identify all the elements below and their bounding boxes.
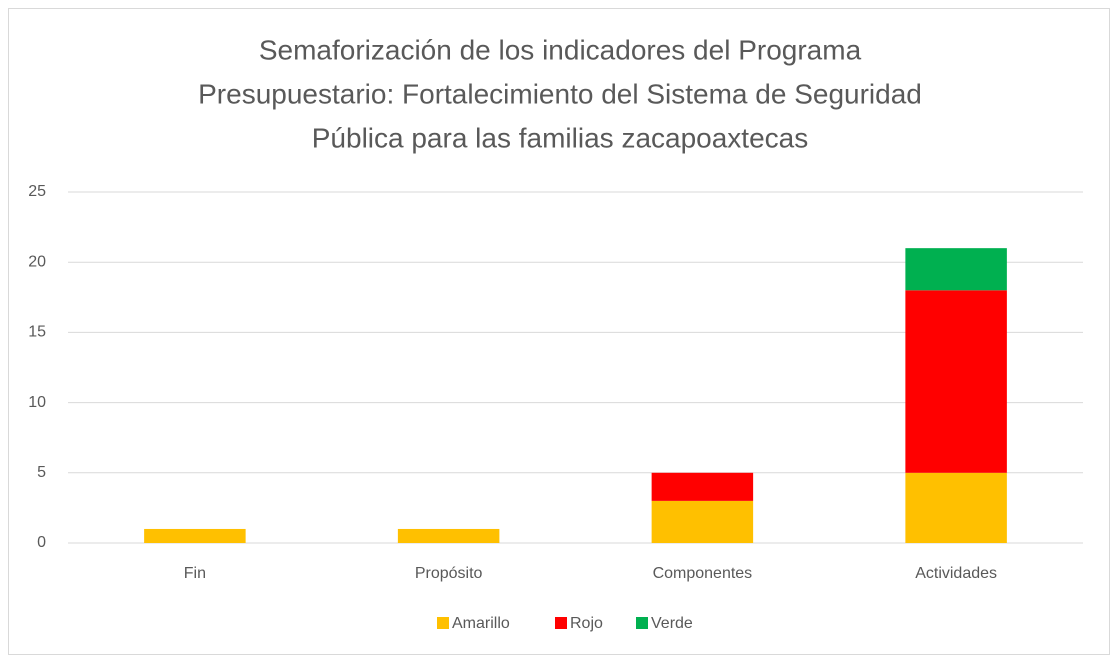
legend-label: Rojo [570,615,603,632]
bar-segment [905,248,1007,291]
bar-segment [905,472,1007,543]
legend-label: Verde [651,615,693,632]
legend-swatch [437,617,449,629]
y-tick-label: 25 [28,183,46,200]
bar-segment [905,290,1007,473]
y-tick-label: 10 [28,394,46,411]
y-tick-label: 5 [37,464,46,481]
legend-swatch [636,617,648,629]
bar-segment [144,528,246,543]
legend-label: Amarillo [452,615,510,632]
x-tick-label: Componentes [653,565,753,582]
chart-title: Semaforización de los indicadores del Pr… [259,34,862,65]
y-tick-label: 0 [37,534,46,551]
bar-segment [651,472,754,501]
y-tick-label: 20 [28,253,46,270]
chart-title: Pública para las familias zacapoaxtecas [312,122,808,153]
x-tick-label: Fin [184,565,206,582]
x-tick-label: Propósito [415,565,483,582]
bar-segment [651,500,754,543]
legend-swatch [555,617,567,629]
y-tick-label: 15 [28,324,46,341]
chart-title: Presupuestario: Fortalecimiento del Sist… [198,78,922,109]
bar-segment [397,528,500,543]
x-tick-label: Actividades [915,565,997,582]
